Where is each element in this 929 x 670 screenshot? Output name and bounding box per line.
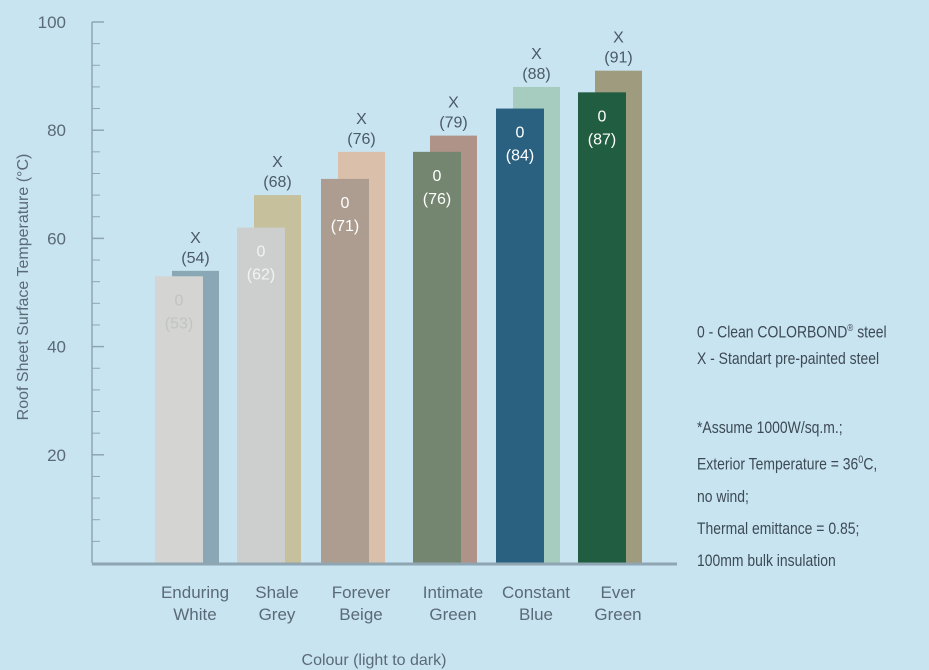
- category-label-line2: Beige: [339, 605, 382, 624]
- bar-value-0: (87): [588, 131, 616, 148]
- bar-marker-0: 0: [341, 195, 350, 212]
- bar-marker-x: X: [448, 95, 459, 112]
- category-label-line2: Green: [429, 605, 476, 624]
- legend-text-prefix: 0 - Clean COLORBOND: [697, 322, 848, 342]
- bar-marker-x: X: [356, 111, 367, 128]
- note-line-1: *Assume 1000W/sq.m.;: [697, 418, 843, 437]
- bar-value-x: (76): [347, 131, 375, 148]
- bar-0-4: [496, 108, 544, 563]
- y-tick-label: 60: [47, 229, 66, 248]
- legend-item-standard-prepainted: X - Standart pre-painted steel: [697, 348, 880, 368]
- bar-value-0: (84): [506, 148, 534, 165]
- category-label-line1: Shale: [255, 583, 298, 602]
- category-label-line1: Intimate: [423, 583, 483, 602]
- bar-value-x: (91): [604, 50, 632, 67]
- note-line-5: 100mm bulk insulation: [697, 550, 836, 570]
- y-axis-title: Roof Sheet Surface Temperature (°C): [15, 154, 32, 421]
- bar-0-1: [237, 227, 285, 563]
- category-label-line2: Blue: [519, 605, 553, 624]
- bar-0-5: [578, 92, 626, 563]
- category-label-line1: Forever: [332, 583, 391, 602]
- y-tick-label: 40: [47, 338, 66, 357]
- note-line-2-prefix: Exterior Temperature = 36: [697, 454, 859, 474]
- bar-marker-0: 0: [516, 125, 525, 142]
- bar-marker-x: X: [531, 46, 542, 63]
- bar-value-0: (53): [165, 315, 193, 332]
- x-axis-title: Colour (light to dark): [302, 652, 447, 669]
- bar-marker-x: X: [190, 230, 201, 247]
- note-line-3: no wind;: [697, 486, 749, 506]
- assumption-notes: *Assume 1000W/sq.m.; Exterior Temperatur…: [697, 412, 877, 577]
- bar-marker-x: X: [272, 154, 283, 171]
- note-line-2-suffix: C,: [863, 454, 878, 474]
- category-label-line2: Grey: [259, 605, 296, 624]
- bar-marker-0: 0: [175, 292, 184, 309]
- bar-value-x: (88): [522, 66, 550, 83]
- bar-0-3: [413, 151, 461, 563]
- bar-0-0: [155, 276, 203, 563]
- registered-mark: ®: [847, 323, 854, 334]
- bar-marker-x: X: [613, 30, 624, 47]
- bar-value-0: (71): [331, 218, 359, 235]
- note-line-2: Exterior Temperature = 360C,: [697, 444, 877, 481]
- bar-marker-0: 0: [433, 168, 442, 185]
- note-line-4: Thermal emittance = 0.85;: [697, 518, 860, 538]
- category-label-line2: Green: [594, 605, 641, 624]
- bar-0-2: [321, 178, 369, 563]
- category-label-line1: Constant: [502, 583, 570, 602]
- bar-value-x: (79): [439, 115, 467, 132]
- legend-item-clean-colorbond: 0 - Clean COLORBOND® steel: [697, 316, 887, 346]
- bar-value-0: (76): [423, 191, 451, 208]
- bar-value-x: (68): [263, 174, 291, 191]
- y-tick-label: 80: [47, 121, 66, 140]
- bar-value-0: (62): [247, 267, 275, 284]
- note-degree: 0: [858, 454, 864, 466]
- bar-marker-0: 0: [257, 244, 266, 261]
- axes-group: 20 40 60 80 100: [38, 13, 677, 566]
- category-label-line1: Ever: [601, 583, 636, 602]
- category-label-line1: Enduring: [161, 583, 229, 602]
- bars-group: [155, 70, 642, 564]
- y-tick-label: 20: [47, 446, 66, 465]
- y-tick-label: 100: [38, 13, 66, 32]
- bar-marker-0: 0: [598, 108, 607, 125]
- category-label-line2: White: [173, 605, 216, 624]
- bar-labels-group: X (54) 0 (53) Enduring White X (68) 0 (62) Shale Gr…: [161, 30, 642, 624]
- legend-text-suffix: steel: [853, 322, 887, 342]
- bar-value-x: (54): [181, 250, 209, 267]
- legend: 0 - Clean COLORBOND® steel X - Standart …: [697, 316, 887, 372]
